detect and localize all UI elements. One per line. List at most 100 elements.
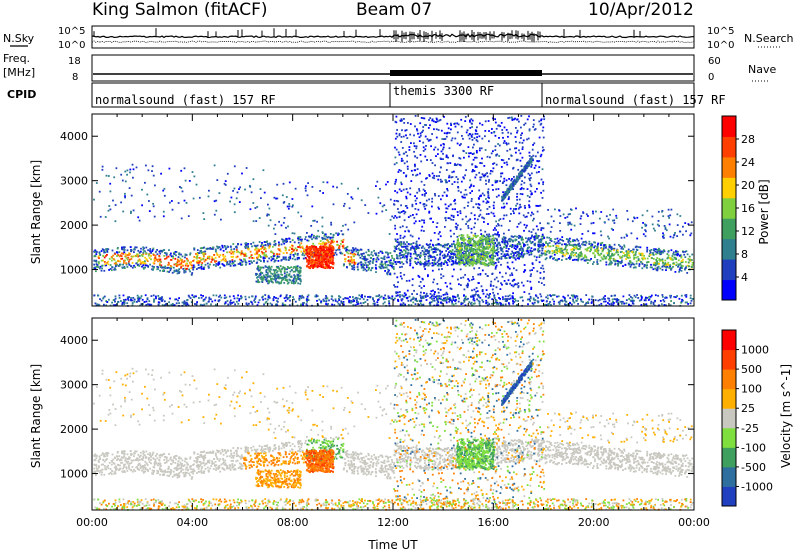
power-cell <box>573 246 576 249</box>
power-cell <box>439 166 442 169</box>
power-cell <box>478 149 481 152</box>
power-cell <box>401 225 404 228</box>
power-cell <box>361 257 364 260</box>
power-cell <box>603 221 606 223</box>
power-cell <box>216 179 219 181</box>
power-cell <box>118 251 121 253</box>
power-cell <box>517 285 520 287</box>
power-cell <box>124 255 127 258</box>
power-cell <box>468 152 470 155</box>
power-cell <box>143 250 146 252</box>
power-cell <box>641 257 643 260</box>
power-cell <box>299 277 301 280</box>
power-cell <box>497 261 500 263</box>
power-cell <box>540 267 542 269</box>
power-cell <box>534 128 537 130</box>
power-cell <box>157 260 159 263</box>
power-cell <box>303 249 305 251</box>
power-cell <box>440 277 443 279</box>
power-cell <box>258 269 260 272</box>
power-cell <box>362 263 364 266</box>
power-cell <box>306 244 308 247</box>
power-cell <box>281 276 284 279</box>
power-cell <box>224 255 227 258</box>
power-cell <box>396 255 399 258</box>
power-cell <box>579 223 582 225</box>
power-cell <box>393 199 396 202</box>
power-cell <box>413 222 416 225</box>
power-cell <box>429 117 432 119</box>
power-cell <box>295 268 298 270</box>
power-cell <box>152 247 155 250</box>
power-cell <box>296 258 299 261</box>
power-cell <box>465 215 467 218</box>
power-cell <box>652 254 655 256</box>
power-cell <box>122 252 124 255</box>
power-cell <box>353 263 356 265</box>
power-cell <box>442 245 444 248</box>
power-cell <box>321 257 323 259</box>
power-cell <box>298 275 300 277</box>
power-cell <box>460 277 462 279</box>
power-cell <box>493 131 495 134</box>
beam-title: Beam 07 <box>356 0 433 20</box>
power-cell <box>521 241 524 244</box>
power-cell <box>233 211 236 214</box>
power-cell <box>102 249 105 251</box>
power-cell <box>609 250 612 253</box>
power-cell <box>540 229 543 231</box>
power-cell <box>562 248 565 251</box>
power-cell <box>512 285 515 288</box>
power-cell <box>328 262 331 265</box>
power-cell <box>621 250 623 253</box>
power-cell <box>383 256 386 259</box>
power-cell <box>523 229 525 232</box>
power-cell <box>325 263 328 266</box>
power-cell <box>93 251 96 253</box>
power-cell <box>164 252 166 254</box>
power-cell <box>539 204 542 207</box>
power-cell <box>148 200 150 202</box>
power-cell <box>596 261 599 263</box>
power-cell <box>219 254 222 256</box>
power-cell <box>399 237 402 239</box>
power-cell <box>323 266 326 269</box>
power-cell <box>291 239 294 241</box>
power-cell <box>405 197 408 200</box>
power-cell <box>454 226 457 228</box>
power-cell <box>519 203 521 206</box>
power-cell <box>495 229 497 231</box>
power-cell <box>405 188 408 191</box>
power-cell <box>678 269 681 271</box>
power-cell <box>639 254 642 256</box>
power-cell <box>651 257 653 259</box>
power-cell <box>413 169 416 172</box>
power-cell <box>615 251 618 254</box>
power-cell <box>496 254 499 257</box>
power-cell <box>386 273 389 276</box>
power-cell <box>512 256 515 259</box>
power-cell <box>570 228 573 231</box>
power-cell <box>231 251 234 253</box>
power-cell <box>318 242 321 245</box>
power-cell <box>276 253 279 256</box>
power-cell <box>507 295 510 298</box>
power-cell <box>456 163 459 166</box>
power-cell <box>538 254 541 257</box>
power-cell <box>403 292 406 295</box>
power-cell <box>548 242 551 244</box>
power-cell <box>222 249 225 252</box>
power-cell <box>329 260 332 262</box>
power-cell <box>94 250 97 253</box>
power-cell <box>109 190 112 193</box>
power-cell <box>412 252 415 255</box>
power-cell <box>351 261 353 264</box>
power-cell <box>425 204 428 207</box>
power-cell <box>207 195 210 198</box>
power-cell <box>427 275 429 278</box>
power-cell <box>172 266 175 269</box>
power-cell <box>478 171 481 174</box>
power-cell <box>197 264 200 266</box>
power-cell <box>101 264 103 267</box>
power-cell <box>126 249 129 252</box>
